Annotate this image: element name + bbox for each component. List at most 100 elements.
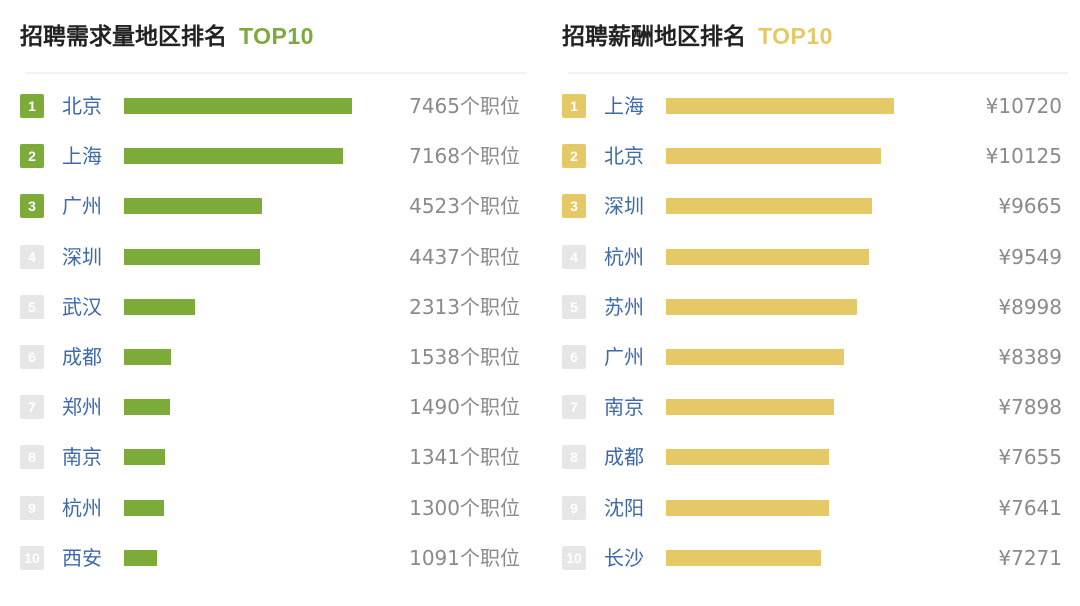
demand-divider bbox=[26, 72, 526, 74]
demand-bar bbox=[124, 298, 195, 315]
salary-bar bbox=[666, 248, 869, 265]
demand-value-label: 7465个职位 bbox=[409, 94, 520, 118]
salary-city-label[interactable]: 长沙 bbox=[604, 545, 644, 570]
demand-rank-badge: 4 bbox=[20, 244, 44, 269]
demand-rank-badge: 2 bbox=[20, 144, 44, 169]
salary-title-tag: TOP10 bbox=[758, 23, 833, 49]
demand-bar bbox=[124, 349, 171, 365]
demand-row: 8 南京 1341个职位 bbox=[20, 432, 530, 482]
salary-city-label[interactable]: 深圳 bbox=[604, 194, 644, 219]
salary-city-label[interactable]: 广州 bbox=[604, 345, 644, 369]
demand-city-label[interactable]: 成都 bbox=[62, 345, 102, 369]
salary-row: 3 深圳 ¥9665 bbox=[562, 181, 1072, 231]
demand-bar bbox=[124, 248, 260, 265]
salary-row: 1 上海 ¥10720 bbox=[562, 81, 1072, 131]
salary-value-label: ¥8998 bbox=[998, 294, 1062, 319]
salary-rank-badge: 6 bbox=[562, 345, 586, 369]
demand-city-label[interactable]: 杭州 bbox=[62, 495, 102, 520]
salary-value-label: ¥10720 bbox=[985, 94, 1062, 118]
salary-city-label[interactable]: 南京 bbox=[604, 395, 644, 420]
salary-row: 2 北京 ¥10125 bbox=[562, 131, 1072, 181]
salary-title-text: 招聘薪酬地区排名 bbox=[562, 24, 746, 50]
demand-row: 2 上海 7168个职位 bbox=[20, 131, 530, 181]
demand-city-label[interactable]: 郑州 bbox=[62, 395, 102, 420]
salary-row: 4 杭州 ¥9549 bbox=[562, 232, 1072, 282]
salary-rank-badge: 8 bbox=[562, 445, 586, 470]
demand-rank-badge: 8 bbox=[20, 445, 44, 470]
demand-rank-badge: 1 bbox=[20, 94, 44, 118]
demand-bar bbox=[124, 549, 157, 566]
salary-bar bbox=[666, 549, 821, 566]
salary-row: 6 广州 ¥8389 bbox=[562, 332, 1072, 382]
salary-rank-badge: 3 bbox=[562, 194, 586, 219]
salary-row: 5 苏州 ¥8998 bbox=[562, 282, 1072, 332]
demand-bar bbox=[124, 499, 164, 516]
demand-rank-badge: 6 bbox=[20, 345, 44, 369]
demand-row: 9 杭州 1300个职位 bbox=[20, 483, 530, 533]
salary-bar bbox=[666, 298, 857, 315]
demand-value-label: 7168个职位 bbox=[409, 144, 520, 169]
demand-row: 10 西安 1091个职位 bbox=[20, 533, 530, 583]
demand-value-label: 1538个职位 bbox=[409, 345, 520, 369]
demand-title-text: 招聘需求量地区排名 bbox=[20, 24, 227, 50]
demand-bar bbox=[124, 98, 352, 114]
demand-value-label: 1341个职位 bbox=[409, 445, 520, 470]
demand-bar bbox=[124, 198, 262, 215]
demand-city-label[interactable]: 南京 bbox=[62, 445, 102, 470]
salary-row: 9 沈阳 ¥7641 bbox=[562, 483, 1072, 533]
demand-value-label: 1490个职位 bbox=[409, 395, 520, 420]
demand-ranking-title: 招聘需求量地区排名 TOP10 bbox=[20, 18, 314, 54]
demand-row: 5 武汉 2313个职位 bbox=[20, 282, 530, 332]
salary-city-label[interactable]: 苏州 bbox=[604, 294, 644, 319]
salary-row: 7 南京 ¥7898 bbox=[562, 382, 1072, 432]
salary-value-label: ¥7655 bbox=[998, 445, 1062, 470]
salary-value-label: ¥9549 bbox=[998, 244, 1062, 269]
salary-value-label: ¥8389 bbox=[998, 345, 1062, 369]
demand-rank-badge: 5 bbox=[20, 294, 44, 319]
salary-city-label[interactable]: 杭州 bbox=[604, 244, 644, 269]
demand-rank-badge: 7 bbox=[20, 395, 44, 420]
salary-ranking-panel: 招聘薪酬地区排名 TOP10 1 上海 ¥10720 2 北京 ¥10125 3 深圳 ¥9665… bbox=[562, 0, 1072, 606]
demand-row: 4 深圳 4437个职位 bbox=[20, 232, 530, 282]
demand-rank-badge: 3 bbox=[20, 194, 44, 219]
demand-value-label: 1300个职位 bbox=[409, 495, 520, 520]
demand-bar bbox=[124, 148, 343, 165]
salary-bar bbox=[666, 349, 844, 365]
salary-rank-badge: 9 bbox=[562, 495, 586, 520]
salary-city-label[interactable]: 沈阳 bbox=[604, 495, 644, 520]
salary-bar bbox=[666, 449, 829, 466]
demand-bar bbox=[124, 449, 165, 466]
salary-value-label: ¥10125 bbox=[985, 144, 1062, 169]
salary-bar bbox=[666, 98, 894, 114]
demand-city-label[interactable]: 广州 bbox=[62, 194, 102, 219]
demand-value-label: 4437个职位 bbox=[409, 244, 520, 269]
demand-rank-badge: 9 bbox=[20, 495, 44, 520]
demand-city-label[interactable]: 武汉 bbox=[62, 294, 102, 319]
demand-value-label: 2313个职位 bbox=[409, 294, 520, 319]
salary-bar bbox=[666, 399, 834, 416]
salary-ranking-title: 招聘薪酬地区排名 TOP10 bbox=[562, 18, 833, 54]
demand-city-label[interactable]: 深圳 bbox=[62, 244, 102, 269]
salary-city-label[interactable]: 上海 bbox=[604, 94, 644, 118]
salary-bar bbox=[666, 499, 829, 516]
salary-value-label: ¥7271 bbox=[998, 545, 1062, 570]
salary-city-label[interactable]: 成都 bbox=[604, 445, 644, 470]
demand-row: 6 成都 1538个职位 bbox=[20, 332, 530, 382]
salary-bar bbox=[666, 198, 872, 215]
demand-row: 1 北京 7465个职位 bbox=[20, 81, 530, 131]
salary-city-label[interactable]: 北京 bbox=[604, 144, 644, 169]
salary-row: 10 长沙 ¥7271 bbox=[562, 533, 1072, 583]
demand-rank-badge: 10 bbox=[20, 545, 44, 570]
salary-value-label: ¥7898 bbox=[998, 395, 1062, 420]
salary-row: 8 成都 ¥7655 bbox=[562, 432, 1072, 482]
demand-value-label: 4523个职位 bbox=[409, 194, 520, 219]
demand-value-label: 1091个职位 bbox=[409, 545, 520, 570]
demand-title-tag: TOP10 bbox=[239, 23, 314, 49]
salary-rank-badge: 1 bbox=[562, 94, 586, 118]
demand-city-label[interactable]: 北京 bbox=[62, 94, 102, 118]
demand-city-label[interactable]: 上海 bbox=[62, 144, 102, 169]
demand-city-label[interactable]: 西安 bbox=[62, 545, 102, 570]
salary-rank-badge: 4 bbox=[562, 244, 586, 269]
salary-divider bbox=[568, 72, 1068, 74]
salary-value-label: ¥7641 bbox=[998, 495, 1062, 520]
